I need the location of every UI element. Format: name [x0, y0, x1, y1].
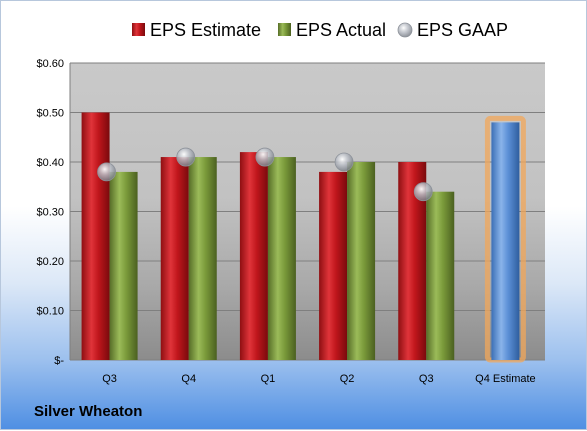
- bar-eps-actual: [267, 157, 296, 360]
- marker-eps-gaap: [255, 147, 275, 167]
- y-tick-label: $0.50: [36, 108, 64, 120]
- marker-eps-gaap: [97, 162, 116, 182]
- bar-eps-estimate: [81, 112, 110, 360]
- x-tick-label: Q4: [181, 373, 196, 385]
- bar-eps-actual: [426, 191, 455, 360]
- bar-eps-estimate: [160, 157, 189, 360]
- legend-label-eps-actual: EPS Actual: [296, 20, 386, 40]
- marker-eps-gaap: [176, 147, 196, 167]
- marker-eps-gaap: [334, 152, 354, 172]
- bar-eps-actual: [109, 171, 138, 360]
- company-name: Silver Wheaton: [34, 403, 143, 420]
- y-axis-tick-labels: $- $0.10 $0.20 $0.30 $0.40 $0.50 $0.60: [36, 58, 64, 367]
- bar-eps-estimate: [319, 171, 348, 360]
- y-tick-label: $-: [54, 355, 64, 367]
- x-tick-label: Q3: [102, 373, 117, 385]
- y-tick-label: $0.10: [36, 306, 64, 318]
- y-tick-label: $0.30: [36, 207, 64, 219]
- bar-eps-actual: [347, 162, 376, 360]
- gridlines: [69, 62, 545, 361]
- x-tick-label: Q1: [261, 373, 276, 385]
- x-tick-label: Q4 Estimate: [475, 373, 536, 385]
- bar-eps-actual: [188, 157, 217, 360]
- x-tick-label: Q3: [419, 373, 434, 385]
- legend-swatch-eps-actual: [278, 23, 291, 36]
- x-axis-tick-labels: Q3 Q4 Q1 Q2 Q3 Q4 Estimate: [102, 373, 535, 385]
- bar-eps-estimate: [239, 152, 268, 360]
- legend: EPS Estimate EPS Actual EPS GAAP: [132, 20, 508, 40]
- marker-eps-gaap: [413, 182, 433, 202]
- y-tick-label: $0.60: [36, 58, 64, 70]
- x-tick-label: Q2: [340, 373, 355, 385]
- bar-eps-estimate-next: [491, 122, 520, 361]
- legend-marker-eps-gaap: [397, 22, 413, 38]
- legend-label-eps-gaap: EPS GAAP: [417, 20, 508, 40]
- legend-swatch-eps-estimate: [132, 23, 145, 36]
- y-tick-label: $0.40: [36, 157, 64, 169]
- y-tick-label: $0.20: [36, 256, 64, 268]
- data-marks: [81, 112, 526, 363]
- legend-label-eps-estimate: EPS Estimate: [150, 20, 261, 40]
